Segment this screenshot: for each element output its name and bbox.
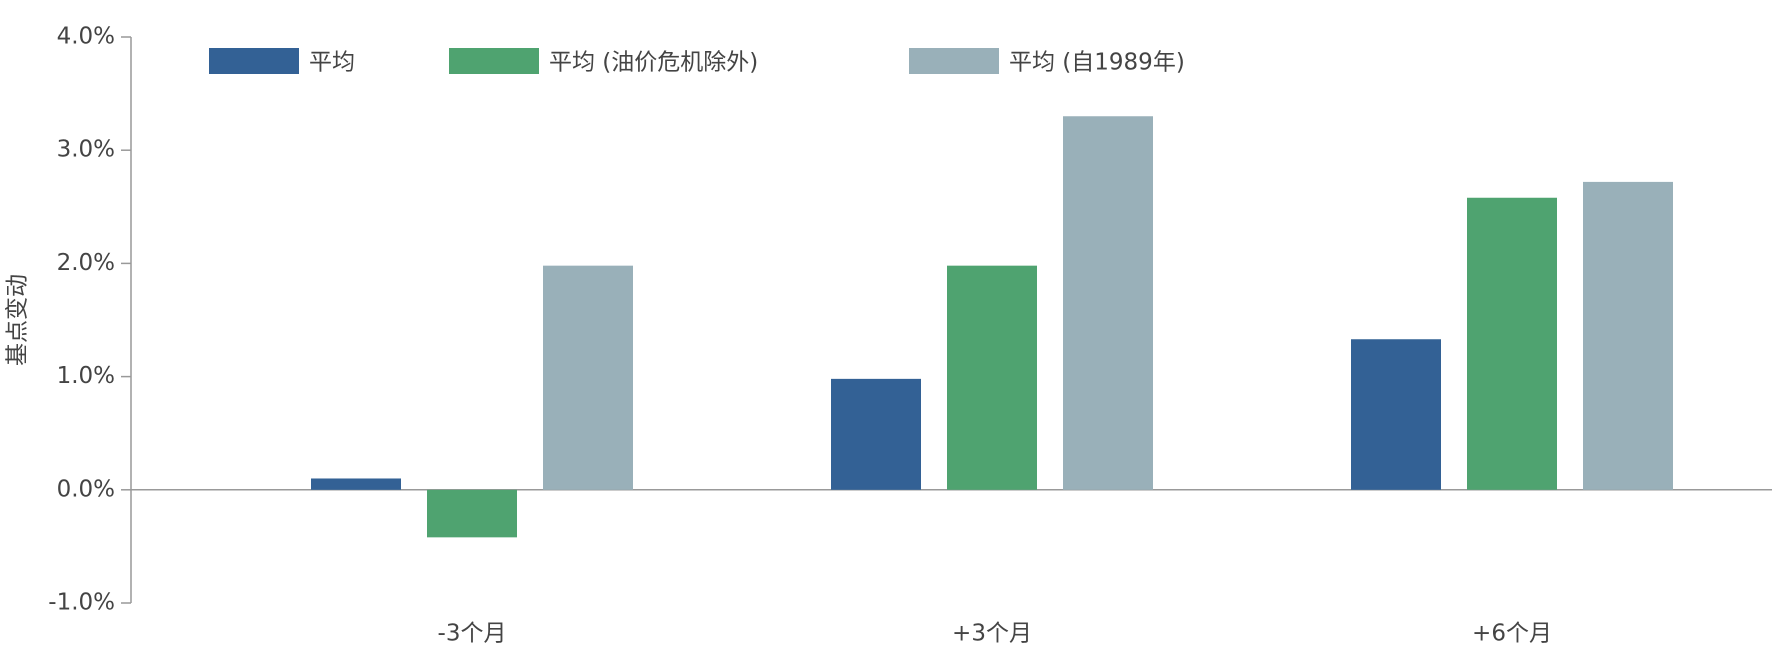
bar	[1467, 197, 1557, 490]
x-tick-label: -3个月	[438, 621, 507, 647]
y-tick-label: 0.0%	[57, 476, 115, 502]
bar	[311, 478, 401, 490]
x-tick-label: +6个月	[1472, 621, 1552, 647]
x-tick-label: +3个月	[952, 621, 1032, 647]
bar	[427, 489, 517, 538]
legend-label: 平均 (油价危机除外)	[549, 50, 758, 76]
bar	[1351, 339, 1441, 490]
bar	[947, 265, 1037, 490]
bar	[1583, 181, 1673, 490]
y-tick-label: 4.0%	[57, 24, 115, 50]
y-tick-label: 1.0%	[57, 363, 115, 389]
bar	[1063, 116, 1153, 490]
y-tick-label: 2.0%	[57, 250, 115, 276]
y-axis-label: 基点变动	[5, 274, 31, 366]
y-tick-label: -1.0%	[48, 590, 115, 616]
legend-label: 平均	[309, 50, 355, 76]
legend-swatch	[449, 48, 539, 74]
legend-swatch	[909, 48, 999, 74]
bar	[543, 265, 633, 490]
y-tick-label: 3.0%	[57, 137, 115, 163]
legend-swatch	[209, 48, 299, 74]
legend-label: 平均 (自1989年)	[1009, 50, 1185, 76]
bar	[831, 378, 921, 490]
